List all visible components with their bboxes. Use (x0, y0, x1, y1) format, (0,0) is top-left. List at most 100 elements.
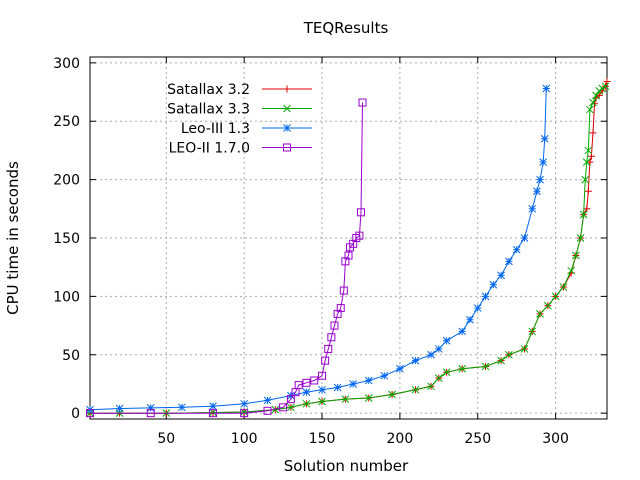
data-point (551, 292, 560, 301)
data-point (344, 251, 353, 260)
data-point (240, 399, 249, 408)
data-point (364, 376, 373, 385)
series-line (90, 102, 363, 414)
data-point (434, 345, 443, 353)
data-point (489, 280, 498, 289)
legend-marker (283, 85, 291, 93)
data-point (559, 283, 568, 291)
data-point (115, 404, 124, 413)
data-point (589, 129, 597, 137)
data-point (355, 231, 364, 240)
data-point (458, 327, 467, 336)
series-leo-iii-1-3 (86, 84, 551, 414)
legend-marker (283, 124, 291, 132)
data-point (339, 286, 348, 295)
data-point (302, 388, 311, 396)
data-point (473, 304, 482, 312)
y-tick-label: 250 (53, 114, 80, 130)
data-point (598, 84, 607, 93)
y-axis: 0 50 100 150 200 250 300 (53, 56, 607, 422)
data-point (592, 91, 600, 100)
legend-label: Leo-III 1.3 (181, 121, 250, 137)
data-point (481, 362, 490, 371)
y-tick-label: 150 (53, 231, 80, 247)
data-point (388, 390, 396, 399)
data-point (364, 394, 373, 402)
data-point (324, 344, 333, 353)
data-point (579, 210, 588, 219)
data-point (318, 397, 326, 406)
series-satallax-3-3 (86, 82, 610, 418)
legend-label: Satallax 3.2 (167, 82, 250, 98)
data-point (333, 383, 342, 392)
data-point (310, 376, 319, 385)
x-tick-label: 300 (542, 431, 569, 447)
data-point (586, 105, 594, 114)
data-point (294, 381, 303, 390)
data-point (209, 408, 217, 417)
data-point (330, 321, 339, 330)
data-point (427, 382, 435, 391)
series-leo-ii-1-7-0 (86, 98, 367, 418)
data-point (209, 409, 218, 418)
series-line (90, 85, 606, 414)
data-point (178, 403, 186, 412)
data-point (263, 396, 272, 405)
x-tick-label: 50 (157, 431, 175, 447)
data-point (536, 310, 544, 318)
data-point (567, 266, 576, 275)
data-point (542, 84, 551, 93)
series-line (89, 88, 547, 411)
data-point (520, 234, 529, 242)
data-point (146, 409, 155, 418)
data-point (528, 327, 537, 336)
legend-marker (283, 143, 291, 152)
data-point (86, 409, 94, 418)
data-point (539, 158, 548, 166)
data-point (411, 385, 420, 394)
data-point (528, 204, 537, 213)
data-point (572, 251, 580, 260)
data-point (302, 399, 311, 408)
data-point (603, 78, 611, 86)
data-point (584, 146, 593, 155)
data-point (271, 405, 280, 414)
data-point (589, 98, 597, 107)
data-point (584, 187, 592, 195)
y-tick-label: 100 (53, 289, 80, 305)
data-point (279, 403, 288, 412)
data-point (442, 368, 451, 377)
legend-marker (283, 104, 291, 113)
data-point (209, 402, 217, 411)
data-point (434, 374, 443, 382)
data-point (581, 175, 590, 184)
data-point (263, 406, 272, 415)
data-point (595, 87, 604, 95)
data-point (505, 350, 513, 359)
data-point (321, 356, 330, 365)
series-layer (86, 78, 611, 418)
series-line (90, 81, 608, 414)
legend-entry: Leo-III 1.3 (181, 121, 312, 137)
data-point (533, 187, 541, 196)
data-point (576, 234, 585, 242)
chart-title: TEQResults (303, 19, 389, 37)
data-point (358, 98, 367, 107)
y-tick-label: 0 (71, 406, 80, 422)
data-point (341, 395, 350, 404)
data-point (582, 158, 591, 166)
legend-label: Satallax 3.3 (167, 102, 250, 118)
data-point (466, 315, 474, 324)
data-point (287, 403, 295, 412)
data-point (302, 378, 311, 387)
data-point (427, 350, 435, 359)
data-point (586, 158, 594, 166)
y-tick-label: 300 (53, 56, 80, 72)
data-point (411, 356, 420, 365)
data-point (318, 371, 327, 380)
legend: Satallax 3.2 Satallax 3.3 Leo-III 1.3 LEO-I… (167, 82, 312, 157)
data-point (318, 385, 326, 394)
x-tick-label: 100 (231, 431, 258, 447)
x-tick-label: 250 (464, 431, 491, 447)
